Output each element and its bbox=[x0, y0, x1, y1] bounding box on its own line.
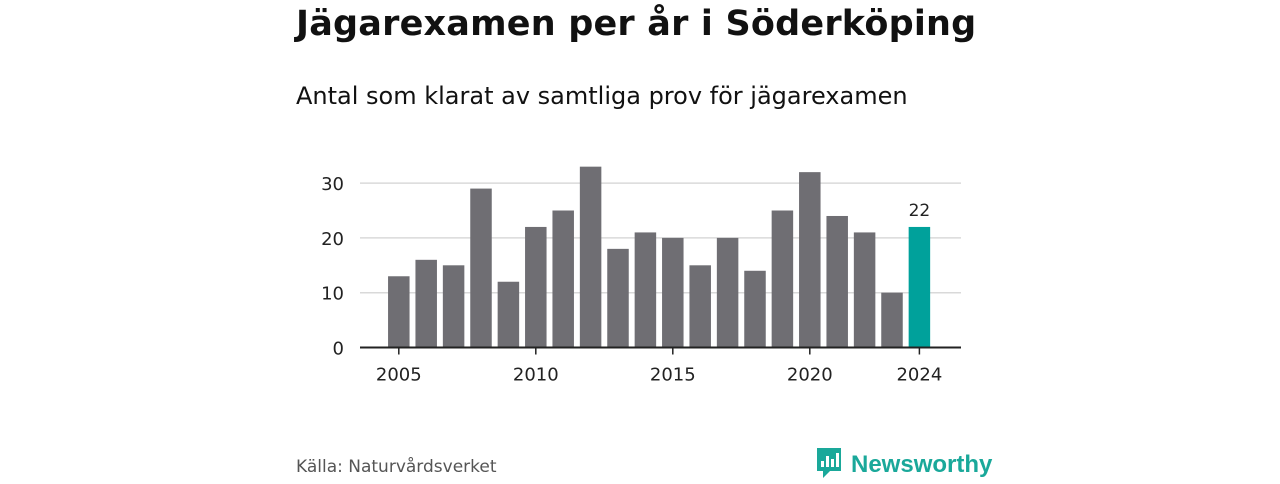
y-tick-label: 30 bbox=[321, 174, 344, 195]
bar-2012 bbox=[579, 166, 602, 348]
data-label: 22 bbox=[909, 201, 931, 221]
bar-2005 bbox=[388, 276, 410, 348]
bar-2006 bbox=[415, 259, 437, 348]
labels: 0 10 20 30 2005 2010 2015 2020 2024 22 bbox=[321, 174, 942, 385]
bar-2023 bbox=[881, 292, 903, 348]
axes bbox=[360, 346, 961, 355]
bar-2024 bbox=[908, 226, 931, 348]
bar-2014 bbox=[634, 232, 657, 348]
source-note: Källa: Naturvårdsverket bbox=[296, 457, 497, 477]
y-tick-label: 0 bbox=[333, 339, 344, 360]
bar-2022 bbox=[853, 232, 876, 348]
bar-2017 bbox=[716, 237, 739, 348]
chart-title: Jägarexamen per år i Söderköping bbox=[296, 4, 977, 44]
bar-chart-logo-icon bbox=[815, 446, 843, 484]
y-tick-label: 10 bbox=[321, 284, 344, 305]
y-tick-label: 20 bbox=[321, 229, 344, 250]
bar-2007 bbox=[442, 265, 465, 348]
brand-name: Newsworthy bbox=[851, 451, 993, 478]
x-tick-label: 2024 bbox=[896, 365, 942, 386]
bar-2021 bbox=[826, 215, 848, 348]
bar-2020 bbox=[799, 172, 821, 348]
bar-2013 bbox=[607, 248, 629, 348]
bar-2008 bbox=[470, 188, 492, 348]
chart-subtitle: Antal som klarat av samtliga prov för jä… bbox=[296, 82, 908, 110]
bar-2015 bbox=[662, 237, 684, 348]
x-tick-label: 2015 bbox=[650, 365, 696, 386]
bars bbox=[388, 166, 931, 348]
x-tick-label: 2020 bbox=[787, 365, 833, 386]
bar-2019 bbox=[771, 210, 794, 348]
bar-2010 bbox=[525, 226, 547, 348]
brand-logo: Newsworthy bbox=[815, 446, 992, 484]
bar-2016 bbox=[689, 265, 711, 348]
bar-2018 bbox=[744, 270, 766, 348]
x-tick-label: 2005 bbox=[376, 365, 422, 386]
x-tick-label: 2010 bbox=[513, 365, 559, 386]
bar-2009 bbox=[497, 281, 520, 348]
bar-2011 bbox=[552, 210, 574, 348]
